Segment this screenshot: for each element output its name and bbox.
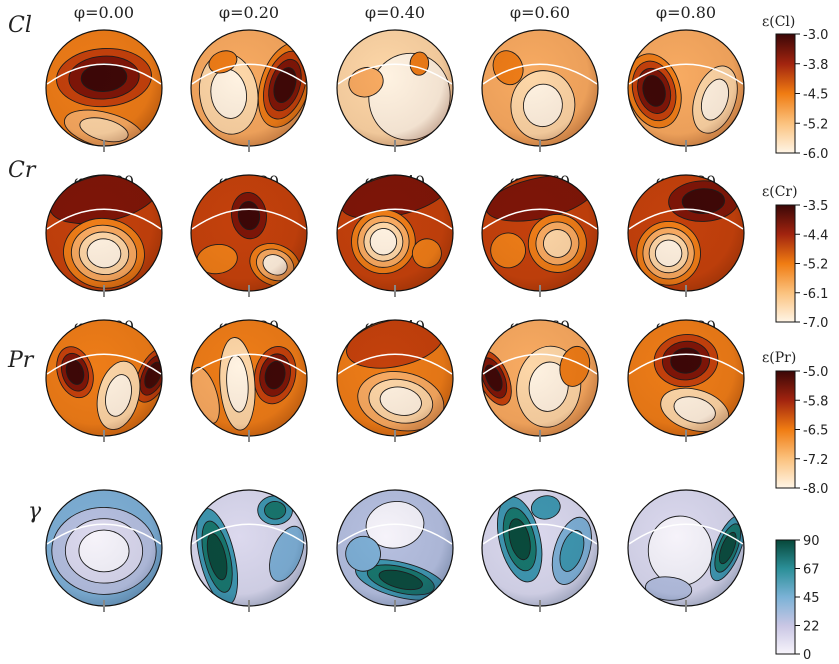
colorbar-tick-label: 0 (803, 648, 811, 663)
colorbar-title: ε(Pr) (762, 350, 796, 366)
row-cl: Cl φ=0.00 φ=0.20 φ=0.40 φ=0.60 φ=0.80 ε(Cl) -3.… (8, 3, 828, 162)
surface-map-disc (481, 319, 599, 442)
colorbar: 90 67 45 22 0 (775, 534, 820, 663)
latitude-arc (628, 523, 744, 545)
surface-map-disc (45, 319, 163, 442)
latitude-arc (191, 208, 307, 230)
latitude-arc (191, 353, 307, 375)
colorbar-tick-label: -3.8 (803, 58, 828, 73)
colorbar-tick-label: 67 (803, 563, 820, 578)
row-pr: Prφ=0.00φ=0.20φ=0.40φ=0.60φ=0.80ε(Pr)-5.… (7, 317, 828, 497)
colorbar-tick-label: -5.0 (803, 365, 828, 380)
surface-map-disc (627, 29, 745, 152)
surface-map-disc (481, 489, 599, 612)
latitude-arc (46, 63, 162, 85)
surface-map-disc (336, 489, 454, 612)
colorbar-tick-label: -8.0 (803, 482, 828, 497)
latitude-arc (337, 208, 453, 230)
surface-map-disc (627, 319, 745, 442)
colorbar-title: ε(Cr) (762, 184, 798, 200)
latitude-arc (191, 523, 307, 545)
colorbar-tick-label: -3.5 (803, 199, 828, 214)
colorbar: ε(Cr) -3.5 -4.4 -5.2 -6.1 -7.0 (762, 184, 828, 331)
colorbar-tick-label: -5.2 (803, 117, 828, 132)
surface-map-disc (336, 29, 454, 152)
phase-label: φ=0.40 (365, 3, 425, 22)
surface-map-disc (45, 489, 163, 612)
surface-map-disc (336, 319, 454, 442)
surface-map-disc (45, 29, 163, 152)
surface-map-disc (190, 29, 308, 152)
row-label: Cr (8, 158, 37, 183)
surface-map-disc (481, 29, 599, 152)
phase-label: φ=0.20 (219, 3, 279, 22)
colorbar-ramp (775, 539, 796, 655)
colorbar: ε(Pr) -5.0 -5.8 -6.5 -7.2 -8.0 (762, 350, 828, 497)
colorbar-tick-label: -7.0 (803, 316, 828, 331)
colorbar-tick-label: -5.2 (803, 258, 828, 273)
row-cr: Crφ=0.00φ=0.20φ=0.40φ=0.60φ=0.80ε(Cr)-3.… (8, 158, 828, 331)
row-label: Cl (8, 13, 32, 38)
latitude-arc (46, 523, 162, 545)
phase-label: φ=0.80 (656, 3, 716, 22)
surface-map-disc (481, 174, 599, 297)
colorbar-tick-label: 45 (803, 591, 820, 606)
phase-label: φ=0.60 (510, 3, 570, 22)
colorbar-tick-label: -5.8 (803, 394, 828, 409)
colorbar-tick-label: -4.5 (803, 88, 828, 103)
latitude-arc (46, 353, 162, 375)
surface-map-disc (190, 174, 308, 297)
surface-map-disc (627, 174, 745, 297)
colorbar-tick-label: 90 (803, 534, 820, 549)
latitude-arc (482, 208, 598, 230)
row-label: γ (28, 499, 42, 524)
latitude-arc (337, 353, 453, 375)
latitude-arc (482, 353, 598, 375)
latitude-arc (46, 208, 162, 230)
surface-map-disc (45, 174, 163, 297)
surface-map-disc (190, 319, 308, 442)
colorbar-title: ε(Cl) (762, 14, 795, 30)
colorbar-ramp (775, 33, 796, 154)
colorbar-tick-label: -6.5 (803, 424, 828, 439)
colorbar-tick-label: -6.0 (803, 147, 828, 162)
phase-label: φ=0.00 (74, 3, 134, 22)
colorbar-tick-label: 22 (803, 620, 820, 635)
surface-map-disc (336, 174, 454, 297)
colorbar-tick-label: -3.0 (803, 28, 828, 43)
surface-map-disc (190, 489, 308, 612)
colorbar-ramp (775, 370, 796, 489)
latitude-arc (482, 523, 598, 545)
latitude-arc (337, 523, 453, 545)
latitude-arc (628, 208, 744, 230)
latitude-arc (337, 63, 453, 85)
latitude-arc (191, 63, 307, 85)
latitude-arc (482, 63, 598, 85)
latitude-arc (628, 353, 744, 375)
row-label: Pr (7, 348, 35, 373)
colorbar: ε(Cl) -3.0 -3.8 -4.5 -5.2 -6.0 (762, 14, 828, 162)
latitude-arc (628, 63, 744, 85)
colorbar-tick-label: -4.4 (803, 228, 828, 243)
surface-map-disc (627, 489, 745, 612)
colorbar-ramp (775, 204, 796, 323)
row-gamma: γ 90 67 45 22 0 (28, 489, 820, 663)
colorbar-tick-label: -7.2 (803, 453, 828, 468)
colorbar-tick-label: -6.1 (803, 287, 828, 302)
